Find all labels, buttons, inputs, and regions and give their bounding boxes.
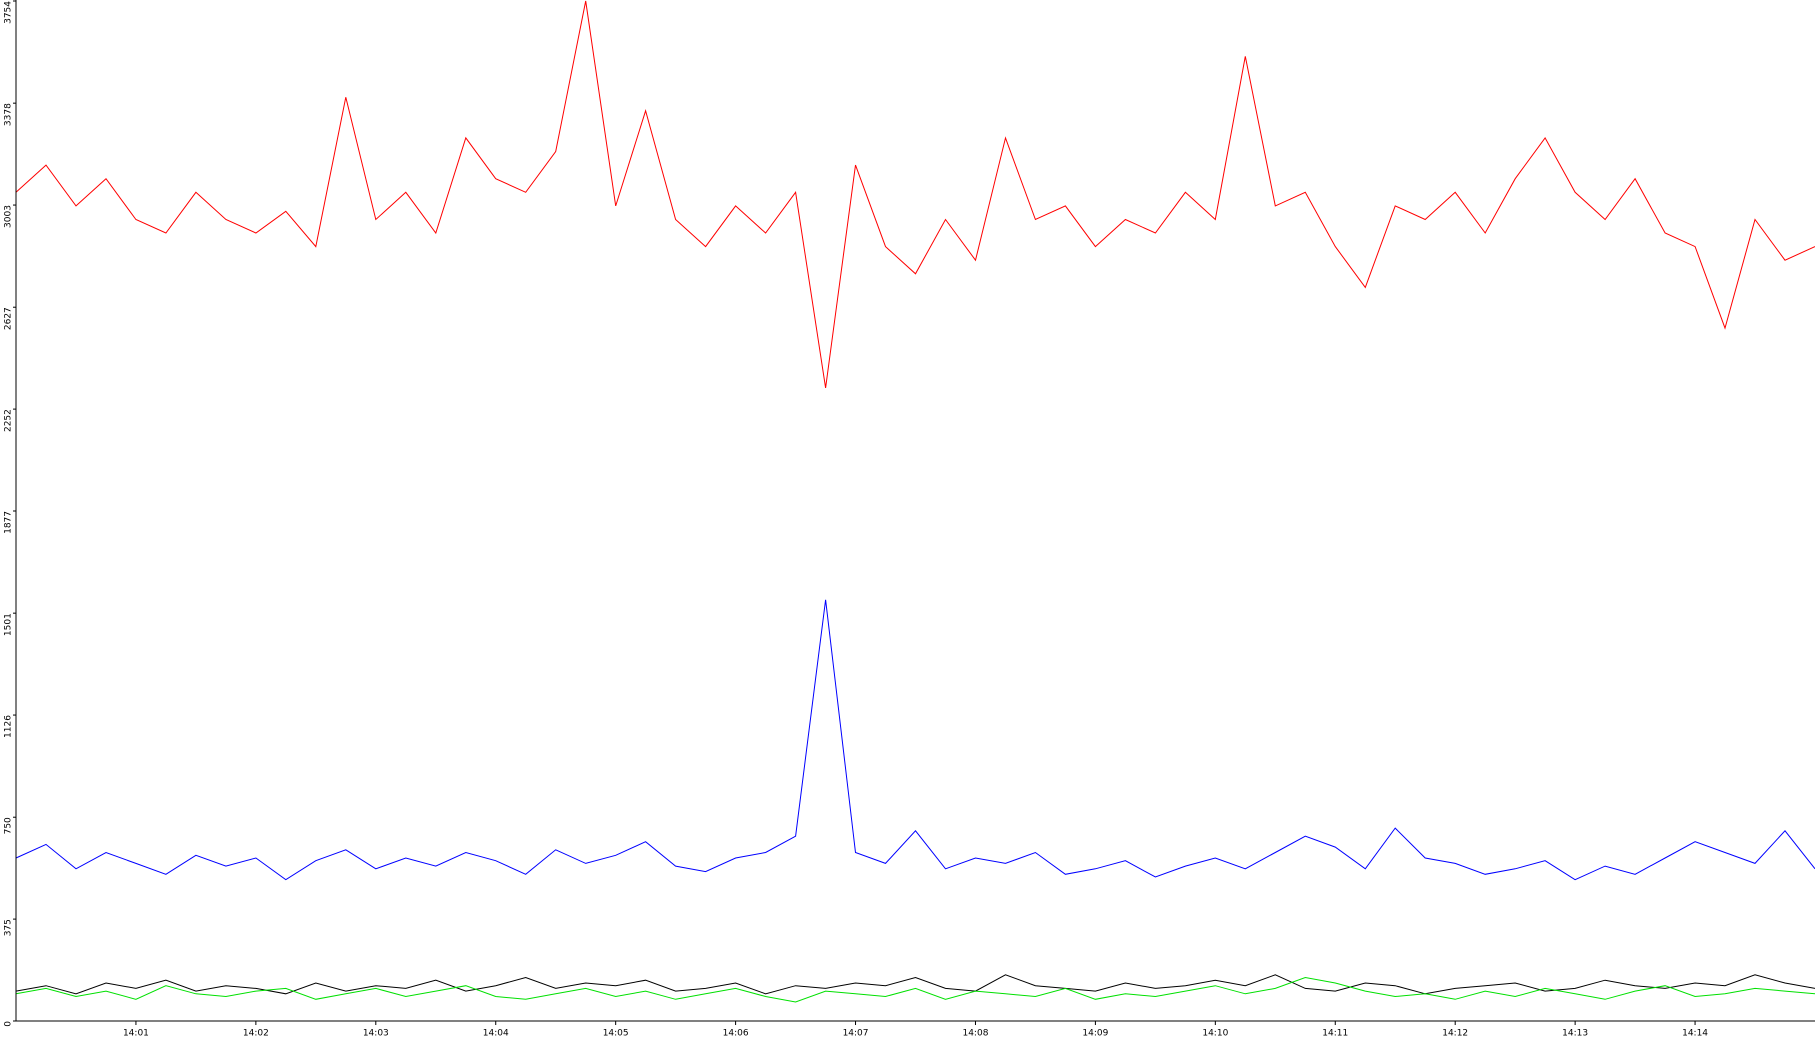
x-tick-label: 14:04 xyxy=(483,1029,509,1039)
y-tick-label: 750 xyxy=(4,817,14,834)
x-tick-label: 14:13 xyxy=(1562,1029,1588,1039)
x-tick-label: 14:10 xyxy=(1202,1029,1228,1039)
x-tick-label: 14:06 xyxy=(723,1029,749,1039)
y-tick-label: 3754 xyxy=(4,1,14,24)
x-tick-label: 14:03 xyxy=(363,1029,389,1039)
y-tick-label: 1877 xyxy=(4,511,14,534)
x-tick-label: 14:05 xyxy=(603,1029,629,1039)
y-tick-label: 0 xyxy=(4,1021,14,1027)
data-line xyxy=(15,0,1815,388)
x-tick-label: 14:02 xyxy=(243,1029,269,1039)
data-line xyxy=(15,599,1815,881)
x-tick-label: 14:12 xyxy=(1442,1029,1468,1039)
x-tick-label: 14:07 xyxy=(843,1029,869,1039)
y-tick-label: 2252 xyxy=(4,409,14,432)
x-tick-label: 14:14 xyxy=(1682,1029,1708,1039)
data-line xyxy=(15,976,1815,1003)
y-tick-label: 1126 xyxy=(4,715,14,738)
y-tick-label: 3003 xyxy=(4,205,14,228)
y-tick-label: 375 xyxy=(4,919,14,936)
data-line xyxy=(15,974,1815,995)
y-tick-label: 1501 xyxy=(4,613,14,636)
x-tick-label: 14:08 xyxy=(962,1029,988,1039)
x-tick-label: 14:11 xyxy=(1322,1029,1348,1039)
x-tick-label: 14:09 xyxy=(1082,1029,1108,1039)
y-tick-label: 3378 xyxy=(4,103,14,126)
y-tick-label: 2627 xyxy=(4,307,14,330)
x-tick-label: 14:01 xyxy=(123,1029,149,1039)
